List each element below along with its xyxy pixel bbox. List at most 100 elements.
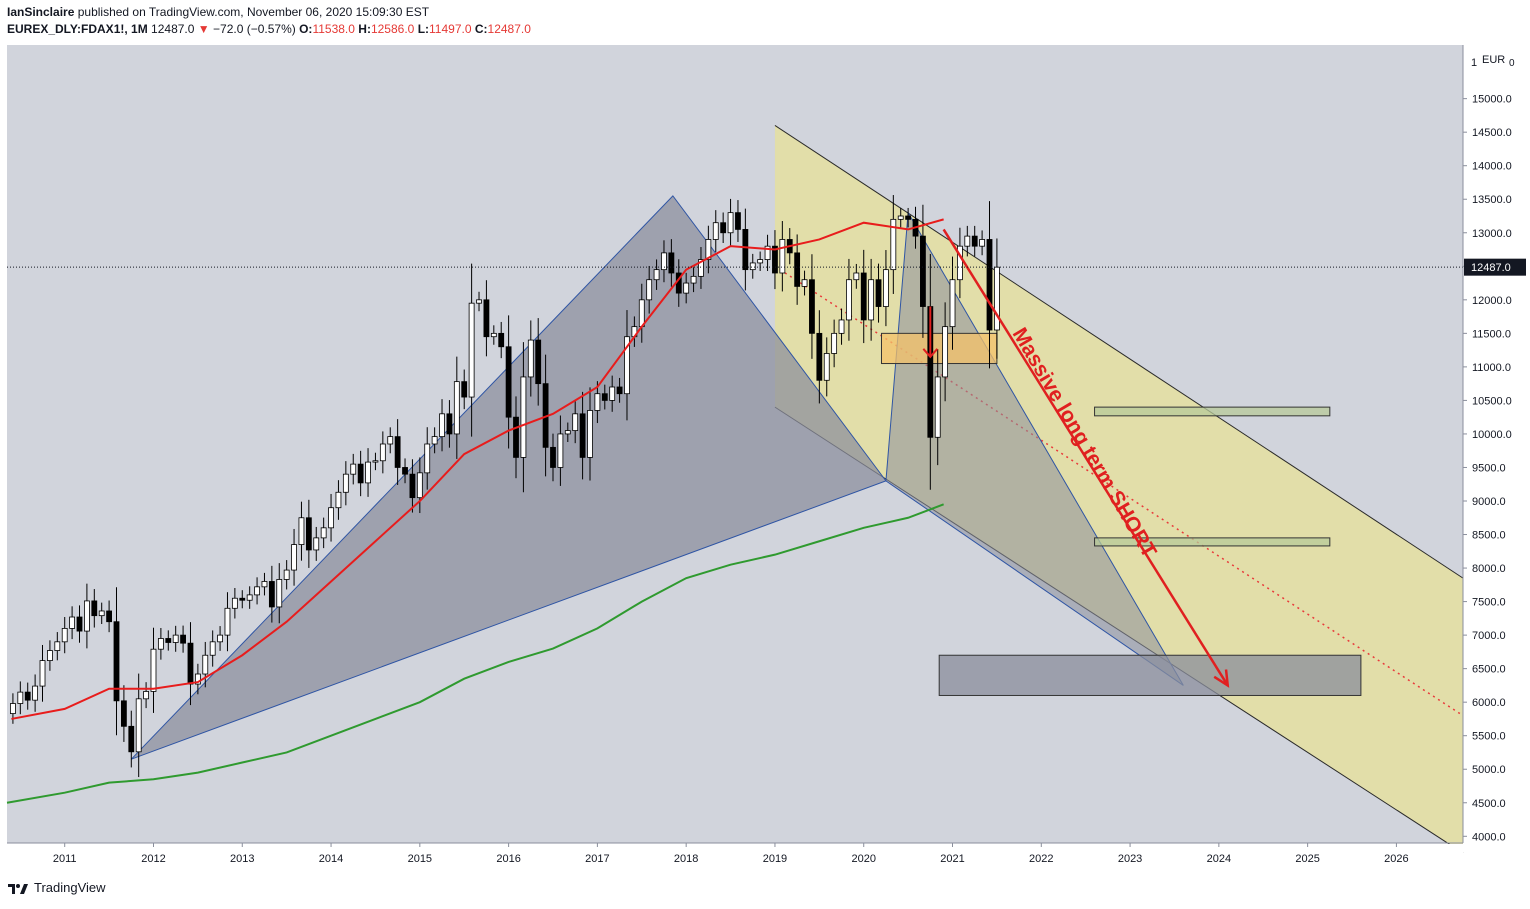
candle xyxy=(291,528,297,586)
candle-down xyxy=(498,332,505,348)
candle xyxy=(698,247,704,289)
candle-up xyxy=(587,410,593,458)
candle-up xyxy=(69,616,76,629)
candle-down xyxy=(579,413,586,458)
candle-up xyxy=(135,698,142,753)
price-change: −72.0 (−0.57%) xyxy=(213,22,296,36)
candle xyxy=(646,265,653,314)
candle-up xyxy=(823,353,830,381)
candle xyxy=(120,685,127,742)
candle xyxy=(905,207,912,228)
candle xyxy=(653,259,660,290)
candle xyxy=(239,590,246,609)
candle-up xyxy=(372,460,379,463)
y-tick-label: 4500.0 xyxy=(1472,798,1506,810)
candle xyxy=(801,270,808,296)
candle-up xyxy=(934,376,941,438)
candle-up xyxy=(39,660,46,687)
y-tick-label: 11000.0 xyxy=(1472,362,1511,374)
candle-up xyxy=(365,461,371,484)
candle-up xyxy=(690,275,697,284)
candle-down xyxy=(905,215,912,220)
candle xyxy=(749,253,756,279)
candle xyxy=(727,198,734,247)
candle xyxy=(128,710,135,768)
moving-averages-layer xyxy=(6,218,944,804)
candle-down xyxy=(268,581,275,608)
candle-up xyxy=(749,262,756,271)
candle xyxy=(853,263,860,289)
x-tick-label: 2011 xyxy=(53,853,77,865)
candle-down xyxy=(165,638,172,643)
candle-up xyxy=(557,433,564,468)
candle-down xyxy=(505,346,512,418)
candle-up xyxy=(283,569,290,580)
y-tick-label: 10500.0 xyxy=(1472,395,1512,407)
candle xyxy=(505,315,512,449)
candle xyxy=(957,227,963,299)
last-price-badge-text: 12487.0 xyxy=(1471,262,1511,274)
candle-down xyxy=(601,393,608,401)
short-arrow-head-icon xyxy=(1213,669,1230,688)
candle xyxy=(513,396,519,479)
candle xyxy=(157,628,164,660)
candle xyxy=(305,499,312,568)
y-tick-label: 6000.0 xyxy=(1472,697,1506,709)
candle-down xyxy=(128,725,135,753)
candle-down xyxy=(794,252,801,287)
candle xyxy=(298,501,305,561)
x-tick-label: 2019 xyxy=(763,853,787,865)
candle xyxy=(254,577,260,605)
time-scale[interactable] xyxy=(7,844,1463,871)
x-tick-label: 2014 xyxy=(319,853,343,865)
candle xyxy=(550,433,556,482)
candle xyxy=(986,201,993,369)
candles-layer xyxy=(10,195,1000,778)
candle xyxy=(431,427,438,454)
y-tick-label: 14500.0 xyxy=(1472,127,1512,139)
close-value: 12487.0 xyxy=(487,22,531,36)
candle xyxy=(32,674,39,712)
candle-up xyxy=(439,413,445,438)
footer-brand[interactable]: TradingView xyxy=(34,880,106,895)
candle-up xyxy=(624,336,630,395)
candle-down xyxy=(875,279,882,307)
candle xyxy=(165,630,172,651)
price-chart[interactable]: Massive long term SHORT 15000.014500.014… xyxy=(0,0,1530,875)
candle-up xyxy=(157,638,164,650)
candle xyxy=(350,453,357,485)
candle xyxy=(809,254,815,359)
candle-up xyxy=(994,266,1000,331)
candle-up xyxy=(261,581,268,588)
candle xyxy=(365,448,371,497)
candle xyxy=(268,565,275,623)
y-tick-label: 13000.0 xyxy=(1472,228,1512,240)
candle-up xyxy=(350,463,357,475)
candle-up xyxy=(387,436,394,445)
candle-up xyxy=(202,654,209,675)
small-arrow-head-icon xyxy=(922,348,939,359)
candle xyxy=(387,427,394,454)
candle-up xyxy=(98,610,105,617)
author-name[interactable]: IanSinclaire xyxy=(7,5,75,19)
candle-up xyxy=(194,673,201,685)
candle xyxy=(39,644,46,702)
candle xyxy=(143,682,149,709)
candle-up xyxy=(564,430,571,435)
candle xyxy=(875,263,882,323)
price-scale[interactable] xyxy=(1464,45,1526,843)
candle-down xyxy=(816,332,823,381)
candle-up xyxy=(416,472,423,499)
x-tick-label: 2012 xyxy=(141,853,165,865)
candle xyxy=(579,391,586,480)
tradingview-logo-icon[interactable] xyxy=(7,881,29,895)
candle xyxy=(224,592,231,652)
candle xyxy=(705,225,712,274)
candle-up xyxy=(431,436,438,445)
candle-up xyxy=(224,607,231,636)
candle-up xyxy=(476,299,482,304)
x-tick-label: 2016 xyxy=(496,853,520,865)
candle-down xyxy=(187,642,194,685)
candle xyxy=(572,401,579,444)
symbol-name[interactable]: EUREX_DLY:FDAX1!, 1M xyxy=(7,22,148,36)
